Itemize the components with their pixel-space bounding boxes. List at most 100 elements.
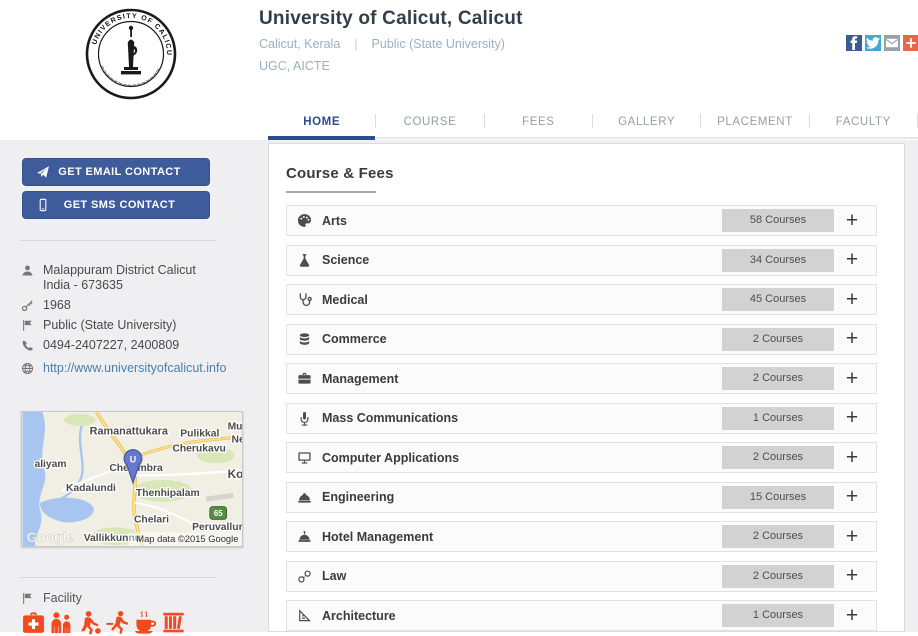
expand-plus-icon[interactable]: + [845, 327, 859, 350]
map-place-label: Ramanattukara [90, 426, 169, 438]
expand-plus-icon[interactable]: + [845, 406, 859, 429]
category-label: Hotel Management [322, 529, 434, 544]
tab-fees[interactable]: FEES [522, 116, 555, 128]
expand-plus-icon[interactable]: + [845, 287, 859, 311]
website-link-item: http://www.universityofcalicut.info [21, 361, 241, 376]
category-label: Computer Applications [322, 450, 460, 465]
course-category-row[interactable]: Computer Applications 2 Courses + [286, 442, 877, 473]
tab-separator [375, 114, 377, 128]
map-airport-strip [205, 492, 234, 502]
tab-faculty[interactable]: FACULTY [835, 116, 891, 128]
user-icon [21, 264, 34, 277]
twitter-icon[interactable] [865, 35, 881, 51]
expand-plus-icon[interactable]: + [845, 603, 859, 627]
course-category-row[interactable]: Mass Communications 1 Courses + [286, 402, 877, 434]
library-icon [161, 609, 186, 636]
googleplus-icon[interactable] [903, 35, 918, 51]
contact-item: Malappuram District Calicut India - 67363… [21, 263, 241, 293]
course-count-badge: 2 Courses [722, 525, 834, 548]
contact-item: Public (State University) [21, 318, 241, 333]
email-icon[interactable] [884, 35, 900, 51]
contact-item: 1968 [21, 298, 241, 313]
google-map[interactable]: 65 Ramanattukara Pulikkal Muthuva Neera Cher… [21, 411, 243, 547]
map-place-label: Vallikkunnu [84, 533, 141, 544]
gym-icon [105, 609, 130, 636]
page-title: University of Calicut, Calicut [259, 8, 523, 29]
category-label: Science [322, 253, 370, 267]
tab-separator [483, 114, 485, 128]
briefcase-icon [297, 371, 312, 386]
palette-icon [297, 213, 312, 228]
expand-plus-icon[interactable]: + [845, 248, 859, 271]
map-place-label: Neera [232, 435, 242, 446]
bell-icon [297, 529, 312, 544]
course-category-row[interactable]: Engineering 15 Courses + [286, 481, 877, 513]
facility-icon-row [21, 609, 186, 636]
tab-separator [808, 114, 810, 128]
facebook-icon[interactable] [846, 35, 862, 51]
course-category-row[interactable]: Management 2 Courses + [286, 363, 877, 394]
expand-plus-icon[interactable]: + [845, 208, 859, 232]
contact-text: 0494-2407227, 2400809 [43, 338, 180, 352]
get-email-contact-button[interactable]: GET EMAIL CONTACT [22, 158, 210, 186]
tab-course[interactable]: COURSE [403, 116, 457, 128]
map-place-label: Peruvallur [192, 522, 242, 533]
map-place-label: Kondo [228, 467, 242, 481]
course-category-row[interactable]: Science 34 Courses + [286, 244, 877, 276]
course-category-row[interactable]: Architecture 1 Courses + [286, 600, 877, 631]
map-marker[interactable]: U [123, 449, 143, 485]
facility-heading: Facility [21, 591, 82, 605]
map-place-label: Thenhipalam [136, 488, 200, 499]
expand-plus-icon[interactable]: + [845, 485, 859, 508]
contact-item: 0494-2407227, 2400809 [21, 338, 241, 353]
handcuffs-icon [297, 569, 312, 584]
category-label: Law [322, 569, 347, 583]
tab-separator [591, 114, 593, 128]
university-type-text: Public (State University) [371, 37, 505, 51]
tab-separator [916, 114, 918, 128]
expand-plus-icon[interactable]: + [845, 445, 859, 469]
category-label: Mass Communications [322, 411, 459, 425]
location-text: Calicut, Kerala [259, 37, 341, 51]
contact-text: 1968 [43, 298, 71, 312]
flask-icon [297, 253, 312, 268]
get-sms-contact-button[interactable]: GET SMS CONTACT [22, 191, 210, 219]
university-logo: UNIVERSITY OF CALICUT ∼∼∼∼∼∼∼∼∼∼∼∼∼∼∼ [82, 3, 177, 100]
hardhat-icon [297, 490, 312, 505]
map-place-label: Pulikkal [180, 429, 219, 440]
button-label: GET SMS CONTACT [63, 199, 176, 211]
firstaid-icon [21, 609, 46, 636]
map-attribution: Map data ©2015 Google [136, 534, 238, 544]
google-watermark: Google [27, 530, 75, 545]
course-category-row[interactable]: Commerce 2 Courses + [286, 323, 877, 355]
course-category-row[interactable]: Law 2 Courses + [286, 560, 877, 592]
map-place-label: Muthuva [228, 422, 242, 433]
tab-separator [700, 114, 702, 128]
course-category-row[interactable]: Medical 45 Courses + [286, 284, 877, 315]
contact-text: Malappuram District Calicut India - 67363… [43, 263, 196, 292]
course-count-badge: 15 Courses [722, 485, 834, 509]
course-category-list: Arts 58 Courses + Science 34 Courses + Medical… [269, 205, 904, 631]
course-category-row[interactable]: Arts 58 Courses + [286, 205, 877, 236]
paper-plane-icon [36, 165, 50, 179]
website-link[interactable]: http://www.universityofcalicut.info [43, 361, 227, 375]
monitor-icon [297, 450, 312, 465]
tab-home[interactable]: HOME [268, 108, 376, 140]
smartphone-icon [36, 198, 50, 212]
expand-plus-icon[interactable]: + [845, 366, 859, 390]
key-icon [21, 299, 34, 312]
expand-plus-icon[interactable]: + [845, 524, 859, 548]
stethoscope-icon [297, 292, 312, 307]
contact-text: Public (State University) [43, 318, 177, 332]
svg-text:U: U [130, 454, 136, 464]
tab-placement[interactable]: PLACEMENT [717, 116, 793, 128]
course-count-badge: 2 Courses [722, 367, 834, 390]
category-label: Medical [322, 292, 368, 307]
expand-plus-icon[interactable]: + [845, 564, 859, 587]
flag-icon [21, 592, 34, 605]
course-category-row[interactable]: Hotel Management 2 Courses + [286, 521, 877, 552]
map-place-label: Chelari [134, 514, 169, 525]
svg-text:65: 65 [214, 509, 223, 518]
hostel-icon [49, 609, 74, 636]
tab-gallery[interactable]: GALLERY [618, 116, 676, 128]
